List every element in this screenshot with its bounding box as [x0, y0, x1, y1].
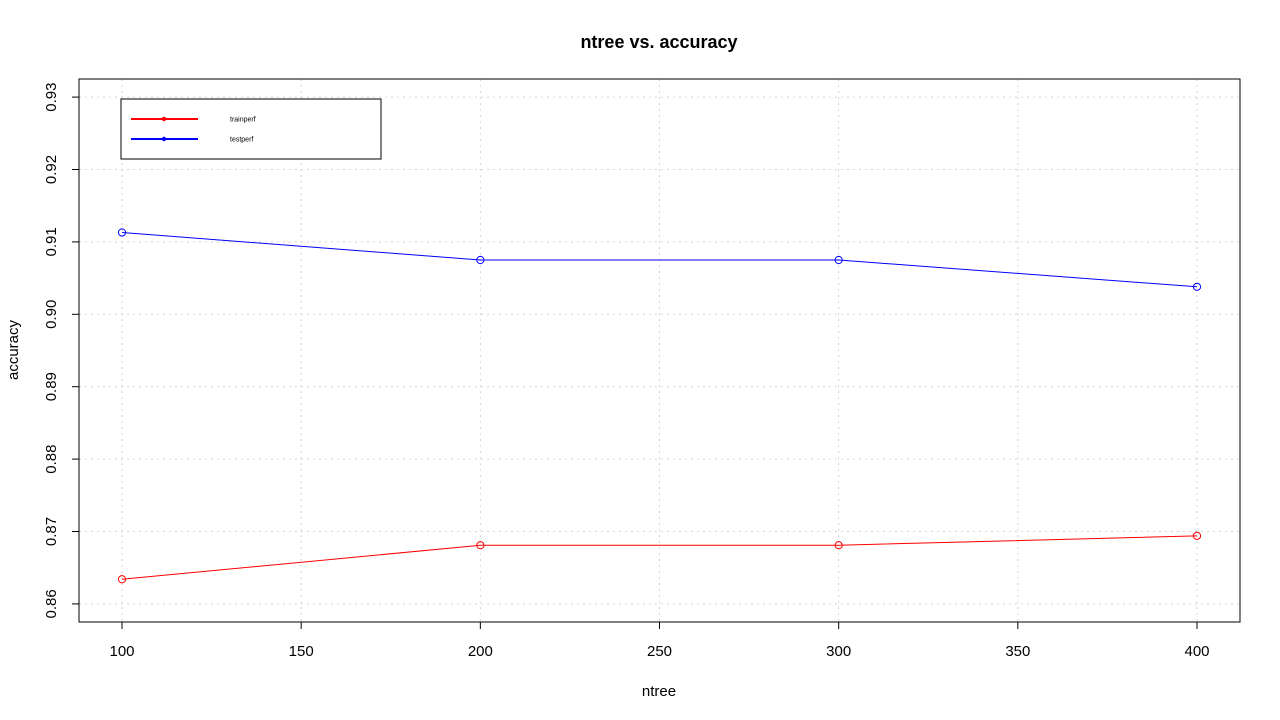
x-tick-label: 400	[1184, 643, 1209, 660]
legend: trainperf testperf	[120, 98, 382, 160]
y-tick-label: 0.89	[43, 372, 60, 401]
y-axis: 0.86 0.87 0.88 0.89 0.90 0.91 0.92 0.93	[43, 82, 80, 619]
x-tick-label: 300	[826, 643, 851, 660]
y-tick-label: 0.91	[43, 227, 60, 256]
legend-marker-trainperf	[161, 116, 167, 122]
legend-box	[120, 98, 382, 160]
x-tick-label: 150	[289, 643, 314, 660]
legend-marker-testperf	[161, 136, 167, 142]
data-point-trainperf	[1192, 531, 1202, 540]
data-point-testperf	[476, 255, 485, 265]
y-tick-label: 0.90	[43, 300, 60, 329]
x-axis-label: ntree	[642, 683, 676, 700]
x-tick-label: 100	[109, 643, 134, 660]
y-tick-label: 0.88	[43, 444, 60, 473]
y-tick-label: 0.92	[43, 155, 60, 184]
x-tick-label: 350	[1005, 643, 1030, 660]
legend-label-testperf: testperf	[230, 137, 253, 144]
y-tick-label: 0.86	[43, 589, 60, 618]
series-line-testperf	[121, 231, 1198, 288]
y-axis-label: accuracy	[5, 319, 22, 380]
data-point-testperf	[117, 228, 127, 237]
data-point-trainperf	[834, 541, 843, 550]
x-tick-label: 250	[647, 643, 672, 660]
grid	[79, 79, 1240, 622]
data-point-testperf	[834, 255, 843, 265]
series	[117, 228, 1202, 584]
data-point-trainperf	[117, 575, 127, 584]
legend-label-trainperf: trainperf	[230, 117, 256, 124]
chart-title: ntree vs. accuracy	[580, 32, 737, 52]
y-tick-label: 0.93	[43, 82, 60, 111]
data-point-trainperf	[476, 541, 485, 550]
y-tick-label: 0.87	[43, 517, 60, 546]
x-axis: 100 150 200 250 300 350 400	[109, 621, 1210, 660]
x-tick-label: 200	[468, 643, 493, 660]
series-line-trainperf	[121, 535, 1198, 580]
data-point-testperf	[1192, 282, 1202, 291]
